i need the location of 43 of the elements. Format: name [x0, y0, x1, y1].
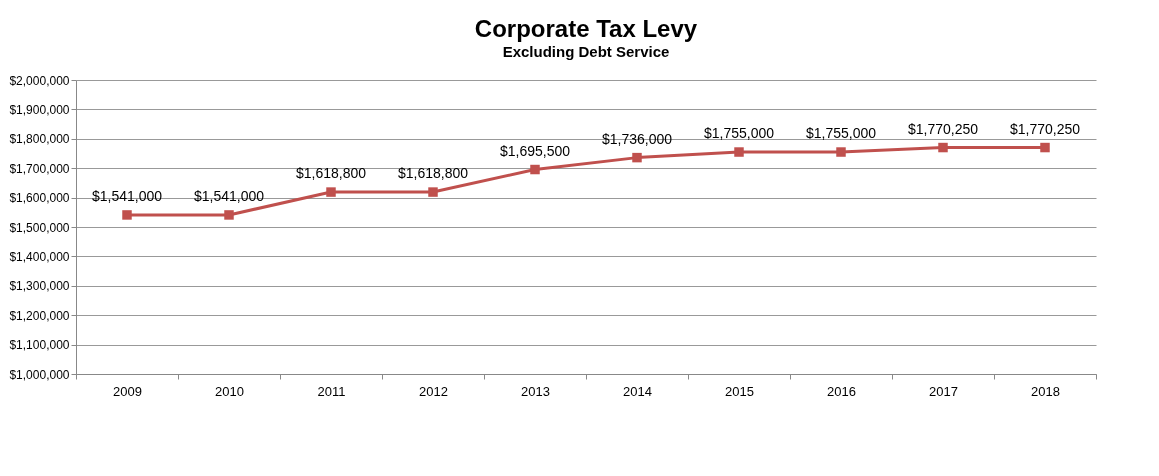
- x-tick-label: 2010: [215, 383, 244, 399]
- x-tick-label: 2014: [623, 383, 652, 399]
- point: [734, 147, 744, 157]
- point: [326, 187, 336, 197]
- data-label: $1,770,250: [1009, 120, 1081, 137]
- point: [224, 210, 234, 220]
- y-tick-label: $1,600,000: [9, 191, 70, 206]
- data-label: $1,618,800: [295, 165, 367, 182]
- data-label: $1,755,000: [805, 125, 877, 142]
- point: [428, 187, 438, 197]
- x-tick-label: 2017: [929, 383, 958, 399]
- y-tick-label: $1,700,000: [9, 161, 70, 176]
- data-label: $1,770,250: [907, 120, 979, 137]
- y-tick-label: $2,000,000: [9, 73, 70, 88]
- data-label: $1,541,000: [193, 187, 265, 204]
- x-tick-label: 2018: [1031, 383, 1060, 399]
- data-label: $1,755,000: [703, 125, 775, 142]
- data-label: $1,541,000: [91, 187, 163, 204]
- y-tick-label: $1,500,000: [9, 220, 70, 235]
- point: [632, 152, 642, 163]
- chart-subtitle: Excluding Debt Service: [502, 43, 670, 60]
- x-tick-label: 2016: [827, 383, 856, 399]
- point: [1040, 142, 1050, 153]
- point: [836, 147, 846, 157]
- x-tick-label: 2012: [419, 383, 448, 399]
- chart-title: Corporate Tax Levy: [474, 15, 698, 42]
- point: [530, 164, 540, 175]
- point: [938, 142, 948, 153]
- data-label: $1,695,500: [499, 142, 571, 159]
- data-label: $1,736,000: [601, 130, 673, 147]
- y-tick-label: $1,400,000: [9, 249, 70, 264]
- data-label: $1,618,800: [397, 165, 469, 182]
- x-tick-label: 2015: [725, 383, 754, 399]
- point: [122, 210, 132, 220]
- x-tick-label: 2011: [317, 383, 346, 399]
- y-tick-label: $1,300,000: [9, 279, 70, 294]
- y-tick-label: $1,000,000: [9, 367, 70, 382]
- y-tick-label: $1,100,000: [9, 338, 70, 353]
- y-tick-label: $1,200,000: [9, 308, 70, 323]
- x-tick-label: 2009: [113, 383, 142, 399]
- y-tick-label: $1,900,000: [9, 102, 70, 117]
- x-tick-label: 2013: [521, 383, 550, 399]
- y-tick-label: $1,800,000: [9, 132, 70, 147]
